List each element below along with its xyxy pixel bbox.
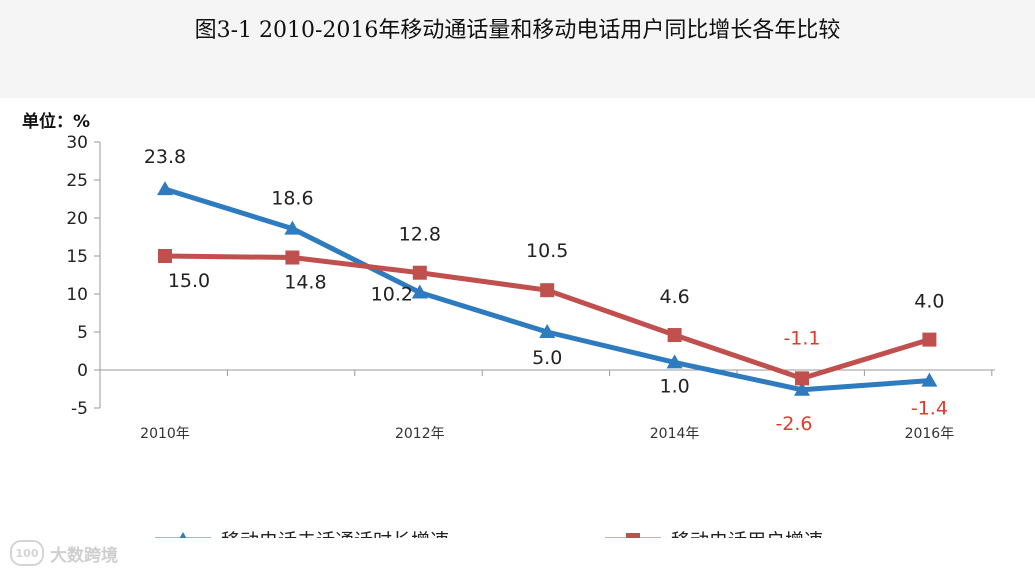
data-label: 18.6: [271, 188, 313, 210]
legend-label-2: 移动电话用户增速: [671, 530, 823, 538]
y-tick-label: 5: [77, 323, 88, 343]
y-tick-label: 30: [66, 133, 88, 153]
y-tick-label: 10: [66, 285, 88, 305]
series-2-marker: [412, 265, 427, 280]
series-1-marker: [284, 220, 301, 235]
data-label: 5.0: [532, 347, 562, 369]
legend-label-1: 移动电话去话通话时长增速: [221, 530, 449, 538]
series-2-marker: [158, 249, 172, 263]
series-2-marker: [285, 250, 300, 265]
data-label: -2.6: [775, 413, 812, 435]
series-2-marker: [922, 332, 937, 347]
data-label: 4.6: [659, 286, 689, 308]
data-label: 15.0: [168, 270, 210, 292]
data-label: 14.8: [284, 272, 326, 294]
series-1-marker: [157, 181, 173, 196]
y-tick-label: 25: [66, 171, 88, 191]
data-label: 4.0: [914, 291, 944, 313]
series-1-marker: [539, 324, 556, 338]
data-label: -1.1: [783, 327, 820, 349]
x-tick-label: 2016年: [905, 426, 955, 442]
series-1-marker: [921, 372, 938, 387]
watermark-logo-icon: 100: [10, 540, 44, 566]
series-1-marker: [411, 284, 428, 299]
x-tick-label: 2010年: [140, 426, 190, 442]
y-tick-label: 0: [77, 361, 88, 381]
series-1-marker: [794, 381, 810, 396]
y-tick-label: 15: [66, 247, 88, 267]
watermark-text: 大数跨境: [50, 545, 118, 566]
data-label: 23.8: [144, 146, 186, 168]
series-2-marker: [540, 283, 555, 298]
line-chart: 单位：%30 25 20 15 10 5 0 -5 2010年 2012年 2014年 2016年 23…: [22, 111, 995, 538]
legend-marker-2: [626, 533, 640, 538]
x-tick-label: 2014年: [650, 426, 700, 442]
series-2-marker: [667, 328, 682, 343]
y-tick-label: 20: [66, 209, 88, 229]
y-tick-label: -5: [71, 399, 88, 419]
watermark: 100 大数跨境: [10, 540, 118, 566]
data-label: 10.2: [371, 283, 413, 305]
x-tick-label: 2012年: [395, 426, 445, 442]
data-label: 10.5: [526, 240, 568, 262]
data-label: 1.0: [659, 375, 689, 397]
legend-marker-1: [179, 532, 187, 538]
unit-label: 单位：%: [22, 111, 90, 132]
series-2-marker: [795, 371, 809, 386]
title-band: [0, 0, 1035, 98]
data-label: 12.8: [399, 224, 441, 246]
chart-title: 图3-1 2010-2016年移动通话量和移动电话用户同比增长各年比较: [194, 18, 841, 43]
series-1-marker: [666, 354, 683, 369]
data-label: -1.4: [911, 398, 948, 420]
